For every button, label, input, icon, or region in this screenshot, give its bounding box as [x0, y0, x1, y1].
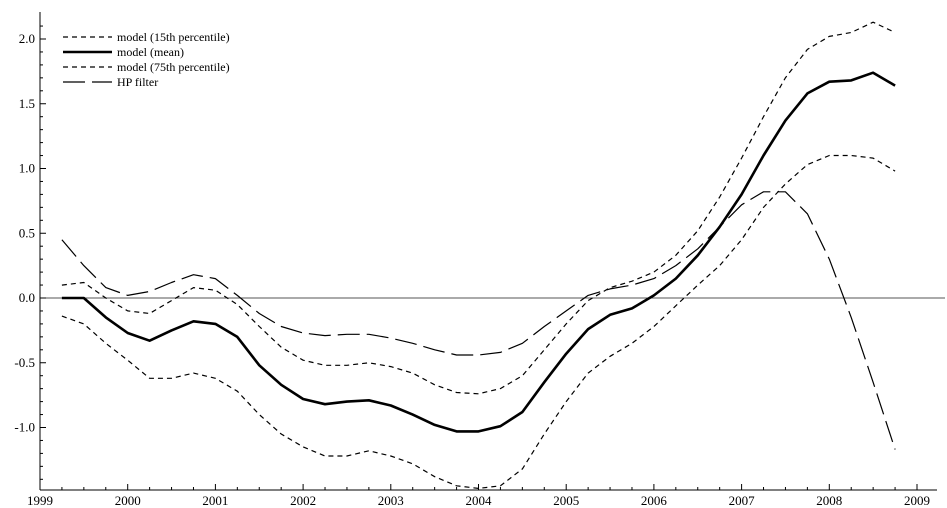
x-tick-label: 2008 [816, 493, 842, 508]
y-tick-label: 1.5 [19, 96, 35, 111]
y-tick-label: 0.0 [19, 290, 35, 305]
x-tick-label: 2000 [115, 493, 141, 508]
legend-label-1: model (15th percentile) [117, 30, 230, 44]
y-tick-label: 2.0 [19, 31, 35, 46]
legend-label-4: HP filter [117, 75, 158, 89]
y-tick-label: 1.0 [19, 161, 35, 176]
legend-label-3: model (75th percentile) [117, 60, 230, 74]
series-layer [61, 21, 896, 489]
y-tick-label: 0.5 [19, 225, 35, 240]
legend: model (15th percentile)model (mean)model… [63, 30, 230, 89]
x-tick-label: 2007 [729, 493, 756, 508]
y-tick-label: -1.0 [14, 420, 35, 435]
axes: -1.0 -0.5 0.0 0.5 1.0 1.5 2.0 1999 2000 2001 2002 2… [14, 12, 945, 508]
y-tick-label: -0.5 [14, 355, 35, 370]
x-tick-label: 1999 [27, 493, 53, 508]
series-line-2 [61, 71, 896, 433]
x-tick-label: 2004 [466, 493, 493, 508]
legend-label-2: model (mean) [117, 45, 184, 59]
series-line-3 [61, 21, 896, 395]
x-tick-label: 2002 [290, 493, 316, 508]
series-line-4 [61, 191, 896, 450]
x-tick-label: 2006 [641, 493, 668, 508]
x-tick-label: 2009 [904, 493, 930, 508]
x-tick-label: 2003 [378, 493, 404, 508]
x-tick-label: 2001 [202, 493, 228, 508]
x-tick-label: 2005 [553, 493, 579, 508]
